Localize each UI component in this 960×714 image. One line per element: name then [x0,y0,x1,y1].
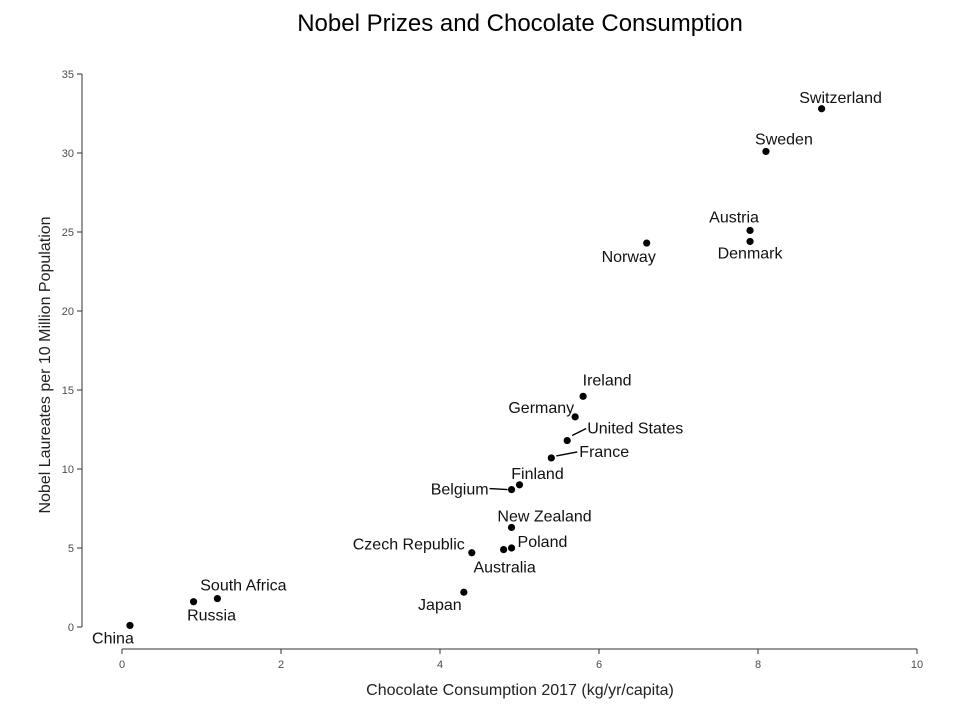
label-poland: Poland [518,534,568,551]
point-russia [189,598,198,606]
point-japan [460,588,468,596]
leader-united-states [571,427,587,437]
leader-france [556,451,578,457]
label-china: China [92,630,134,647]
leader-belgium [489,487,508,491]
label-japan: Japan [418,597,462,614]
label-norway: Norway [602,249,656,266]
label-new-zealand: New Zealand [497,508,591,525]
y-ticks: 0 5 10 15 20 25 30 35 [62,69,82,634]
point-sweden [762,147,770,156]
data-points [126,105,826,630]
x-tick-label: 2 [278,659,284,671]
x-axis-title: Chocolate Consumption 2017 (kg/yr/capita… [366,682,674,699]
point-poland [507,544,516,552]
label-sweden: Sweden [755,131,813,148]
x-tick-label: 6 [596,659,602,671]
label-australia: Australia [473,560,535,577]
point-switzerland [818,105,826,113]
point-norway [643,239,651,247]
point-austria [746,226,754,235]
label-russia: Russia [187,608,236,625]
point-china [126,621,134,630]
point-new-zealand [507,523,516,532]
label-switzerland: Switzerland [799,90,882,107]
label-finland: Finland [511,466,563,483]
label-austria: Austria [709,209,759,226]
x-tick-label: 8 [755,659,761,671]
label-belgium: Belgium [431,482,489,499]
label-ireland: Ireland [583,372,632,389]
y-tick-label: 20 [62,306,74,318]
chart-title: Nobel Prizes and Chocolate Consumption [297,10,743,37]
x-tick-label: 4 [437,659,443,671]
x-tick-label: 10 [911,659,923,671]
y-tick-label: 0 [68,622,74,634]
label-united-states: United States [587,421,683,438]
point-belgium [507,485,516,494]
y-tick-label: 5 [68,543,74,555]
y-tick-label: 10 [62,464,74,476]
point-united-states [563,436,571,445]
label-leaders [489,427,587,491]
y-tick-label: 35 [62,69,74,81]
point-ireland [579,392,587,400]
label-denmark: Denmark [718,245,784,262]
point-denmark [746,237,754,246]
label-south-africa: South Africa [200,578,286,595]
point-labels: Switzerland Sweden Austria Denmark Norway Ire… [92,90,882,648]
point-germany [571,413,579,421]
label-france: France [579,444,629,461]
y-tick-label: 15 [62,385,74,397]
point-finland [515,481,524,489]
y-axis-title: Nobel Laureates per 10 Million Populatio… [37,216,54,513]
point-czech-republic [468,549,476,557]
label-germany: Germany [508,400,574,417]
x-tick-label: 0 [119,659,125,671]
label-czech-republic: Czech Republic [353,537,465,554]
point-france [547,454,555,462]
y-tick-label: 30 [62,148,74,160]
point-australia [500,545,508,554]
point-south-africa [213,594,221,603]
x-ticks: 0 2 4 6 8 10 [119,649,923,671]
y-tick-label: 25 [62,227,74,239]
